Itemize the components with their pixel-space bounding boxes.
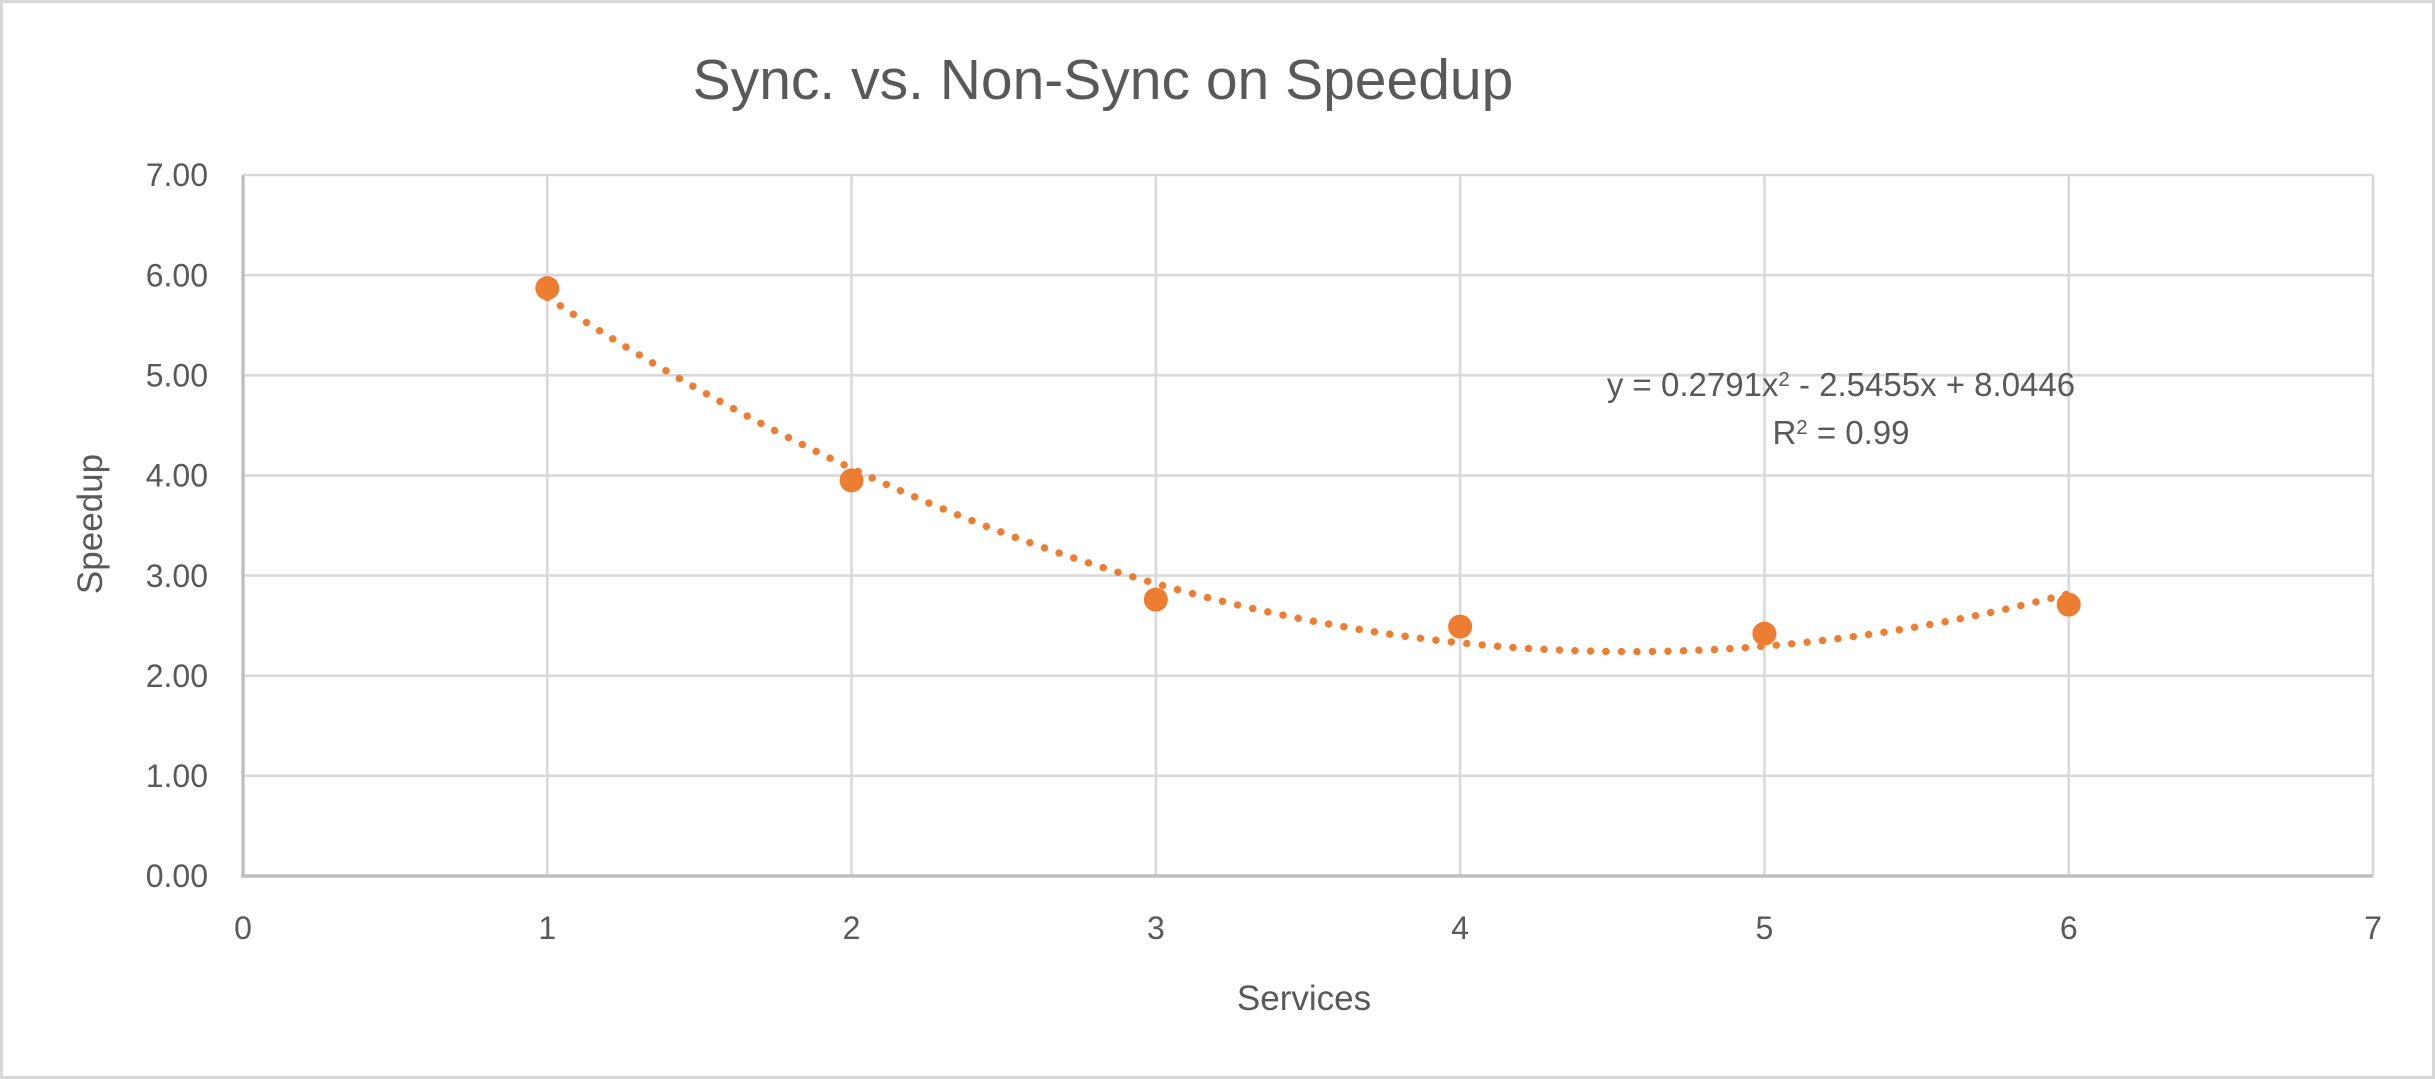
data-point [839,468,864,493]
data-point [535,276,560,301]
x-tick-label: 6 [2060,910,2078,946]
chart-canvas: 0 1 2 3 4 5 6 7 0.00 1.00 2.00 3.00 4.00 5.00 6.00 7.00 [146,157,2382,946]
y-tick-label: 3.00 [146,558,208,594]
x-tick-label: 5 [1756,910,1774,946]
x-tick-label: 7 [2364,910,2382,946]
y-tick-label: 7.00 [146,157,208,193]
chart-title: Sync. vs. Non-Sync on Speedup [692,48,1514,112]
trendline [543,293,2073,656]
equation-line: y = 0.2791x2 - 2.5455x + 8.0446 [1606,366,2076,403]
y-tick-label: 0.00 [146,858,208,894]
trendline-equation-label: y = 0.2791x2 - 2.5455x + 8.0446 R2 = 0.9… [1607,363,2075,459]
data-point [1448,614,1473,639]
x-tick-label: 2 [843,910,861,946]
data-point [1752,621,1777,646]
y-tick-label: 4.00 [146,458,208,494]
x-tick-label: 0 [234,910,252,946]
x-axis-title: Services [1236,979,1372,1018]
y-tick-label: 6.00 [146,257,208,293]
y-tick-label: 2.00 [146,658,208,694]
x-tick-label: 3 [1147,910,1165,946]
y-tick-label: 5.00 [146,357,208,393]
x-tick-label: 4 [1451,910,1469,946]
data-point [2056,592,2081,617]
data-point [1143,587,1168,612]
y-tick-label: 1.00 [146,758,208,794]
y-axis-title: Speedup [71,453,110,595]
r-squared-line: R2 = 0.99 [1772,414,1910,451]
x-tick-label: 1 [538,910,556,946]
